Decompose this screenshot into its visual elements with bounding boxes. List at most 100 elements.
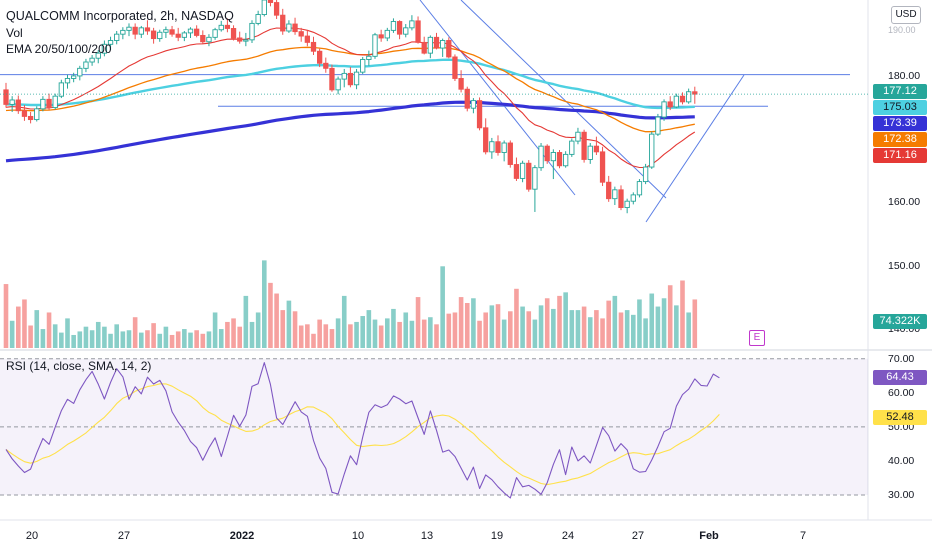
volume-bar: [526, 311, 532, 348]
candle-body: [70, 75, 77, 79]
volume-bar: [262, 260, 267, 348]
candle-body: [89, 57, 95, 63]
candle-body: [458, 78, 464, 90]
time-tick-label: 24: [561, 530, 575, 542]
candle-body: [286, 23, 292, 32]
volume-value-tag: 74.322K: [873, 314, 927, 329]
volume-bar: [341, 295, 347, 348]
price-tag-ema-20: 171.16: [873, 148, 927, 163]
volume-bar: [243, 295, 249, 348]
candle-body: [150, 30, 157, 40]
candle-body: [686, 91, 692, 103]
volume-bar: [458, 297, 464, 348]
volume-bar: [612, 295, 618, 348]
candle-body: [224, 24, 231, 29]
time-tick-label: 27: [117, 530, 131, 542]
volume-bar: [145, 330, 150, 348]
price-tag-ema-200: 173.39: [873, 116, 927, 131]
volume-bar: [471, 298, 476, 348]
volume-bar: [692, 299, 698, 348]
candle-body: [599, 151, 606, 183]
candle-body: [550, 152, 557, 162]
volume-bar: [298, 325, 304, 348]
volume-bar: [28, 325, 33, 348]
candle-body: [212, 29, 218, 38]
candle-body: [642, 166, 649, 183]
volume-bar: [624, 310, 630, 348]
candle-body: [513, 164, 520, 179]
volume-bar: [95, 321, 101, 348]
candle-body: [52, 95, 58, 109]
volume-bar: [483, 312, 488, 348]
candle-body: [396, 21, 403, 35]
volume-bar: [385, 318, 390, 348]
time-tick-label: 19: [490, 530, 504, 542]
candle-body: [544, 145, 550, 162]
candle-body: [77, 67, 83, 77]
volume-bar: [237, 326, 242, 348]
candle-body: [409, 20, 415, 29]
volume-bar: [305, 324, 310, 348]
candle-body: [403, 27, 409, 35]
volume-bar: [680, 280, 685, 348]
rsi-tick-label: 70.00: [888, 352, 915, 365]
candle-body: [21, 110, 28, 117]
candle-body: [144, 27, 151, 32]
volume-bar: [520, 306, 525, 348]
volume-bar: [52, 324, 58, 348]
price-tick-label-partial: 190.00: [888, 25, 916, 35]
volume-bar: [440, 266, 445, 348]
candle-body: [440, 40, 446, 49]
volume-bar: [655, 306, 661, 348]
volume-bar: [102, 326, 107, 348]
candle-body: [329, 67, 335, 91]
volume-bar: [212, 312, 218, 348]
volume-bar: [434, 324, 439, 348]
volume-bar: [409, 320, 415, 348]
volume-bar: [9, 320, 15, 348]
candle-body: [304, 35, 310, 43]
volume-bar: [120, 331, 126, 348]
time-tick-label: 27: [631, 530, 645, 542]
candle-body: [692, 91, 698, 95]
volume-bar: [114, 324, 119, 348]
breakout-trend-line: [645, 74, 745, 223]
volume-bar: [544, 298, 550, 348]
channel-upper-line: [419, 0, 576, 196]
volume-bar: [557, 295, 562, 348]
candle-body: [114, 33, 120, 41]
volume-bar: [378, 325, 384, 348]
volume-bar: [206, 331, 212, 348]
candle-body: [132, 26, 138, 35]
candle-body: [673, 95, 680, 108]
volume-bar: [415, 297, 421, 348]
candle-body: [667, 101, 673, 108]
volume-bar: [108, 333, 113, 348]
candle-body: [593, 145, 600, 153]
candle-body: [569, 140, 575, 155]
candle-body: [501, 142, 507, 153]
candle-body: [446, 40, 452, 58]
candle-body: [507, 142, 513, 165]
volume-bar: [182, 329, 187, 348]
candle-body: [612, 189, 618, 200]
time-tick-label: 7: [799, 530, 807, 542]
candle-body: [538, 145, 544, 169]
volume-bar: [225, 321, 230, 348]
volume-bar: [89, 330, 95, 348]
candle-body: [255, 14, 261, 24]
volume-bar: [600, 318, 605, 348]
candle-body: [483, 127, 489, 153]
candle-body: [157, 31, 163, 40]
volume-bar: [188, 332, 193, 348]
volume-bar: [360, 316, 365, 348]
volume-bar: [292, 311, 298, 348]
volume-bar: [477, 320, 482, 348]
volume-bar: [22, 299, 27, 348]
earnings-badge[interactable]: E: [749, 330, 765, 346]
candle-body: [40, 98, 46, 110]
candle-body: [15, 99, 21, 112]
currency-button[interactable]: USD: [891, 6, 921, 24]
volume-bar: [175, 331, 181, 348]
